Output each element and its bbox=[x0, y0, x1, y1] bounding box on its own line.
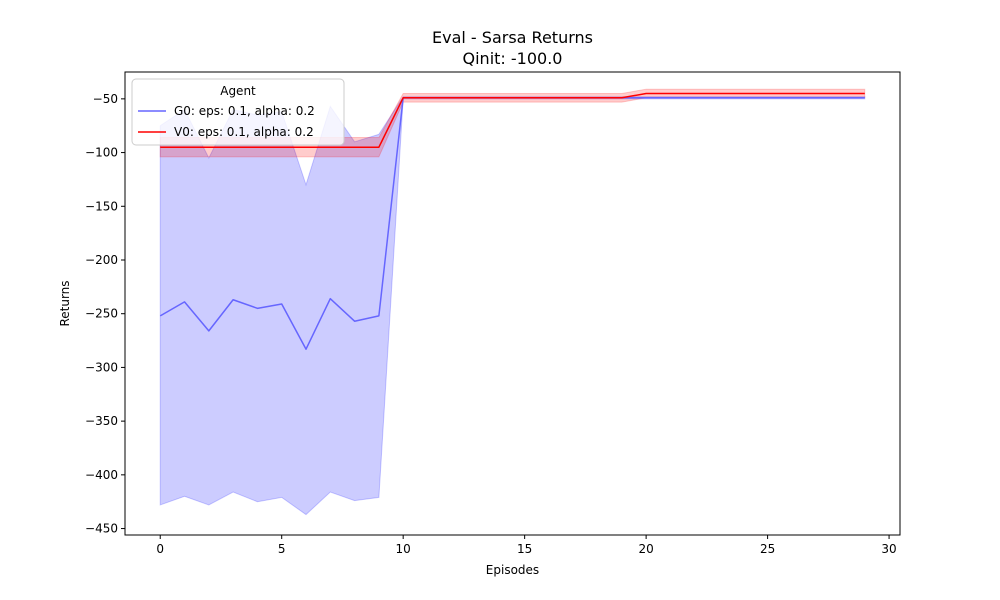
legend-title: Agent bbox=[220, 84, 256, 98]
x-tick-label-5: 5 bbox=[278, 542, 286, 556]
y-axis-label: Returns bbox=[58, 280, 72, 326]
band-g0 bbox=[159, 96, 866, 516]
chart-subtitle: Qinit: -100.0 bbox=[463, 49, 563, 68]
chart-title: Eval - Sarsa Returns bbox=[432, 28, 593, 47]
legend-label-v0: V0: eps: 0.1, alpha: 0.2 bbox=[174, 125, 314, 139]
y-tick-label--200: −200 bbox=[85, 253, 118, 267]
legend-label-g0: G0: eps: 0.1, alpha: 0.2 bbox=[174, 104, 315, 118]
y-tick-label--50: −50 bbox=[93, 92, 118, 106]
y-tick-label--150: −150 bbox=[85, 199, 118, 213]
legend-box bbox=[131, 78, 345, 146]
y-tick-label--300: −300 bbox=[85, 360, 118, 374]
y-axis: −450 −400 −350 −300 −250 −200 −150 −100 −50 bbox=[85, 92, 125, 536]
x-tick-label-30: 30 bbox=[881, 542, 896, 556]
series-lines bbox=[159, 92, 865, 350]
y-tick-label--250: −250 bbox=[85, 307, 118, 321]
legend: Agent G0: eps: 0.1, alpha: 0.2 V0: eps: … bbox=[131, 78, 345, 146]
x-tick-label-0: 0 bbox=[156, 542, 164, 556]
x-axis-label: Episodes bbox=[486, 563, 539, 577]
y-tick-label--350: −350 bbox=[85, 414, 118, 428]
x-tick-label-15: 15 bbox=[517, 542, 532, 556]
x-tick-label-25: 25 bbox=[760, 542, 775, 556]
y-tick-label--100: −100 bbox=[85, 146, 118, 160]
y-tick-label--450: −450 bbox=[85, 522, 118, 536]
series-line-v0 bbox=[160, 92, 865, 148]
y-tick-label--400: −400 bbox=[85, 468, 118, 482]
x-axis: 0 5 10 15 20 25 30 bbox=[156, 535, 897, 556]
x-tick-label-10: 10 bbox=[396, 542, 411, 556]
plot-frame bbox=[124, 71, 901, 536]
x-tick-label-20: 20 bbox=[638, 542, 653, 556]
